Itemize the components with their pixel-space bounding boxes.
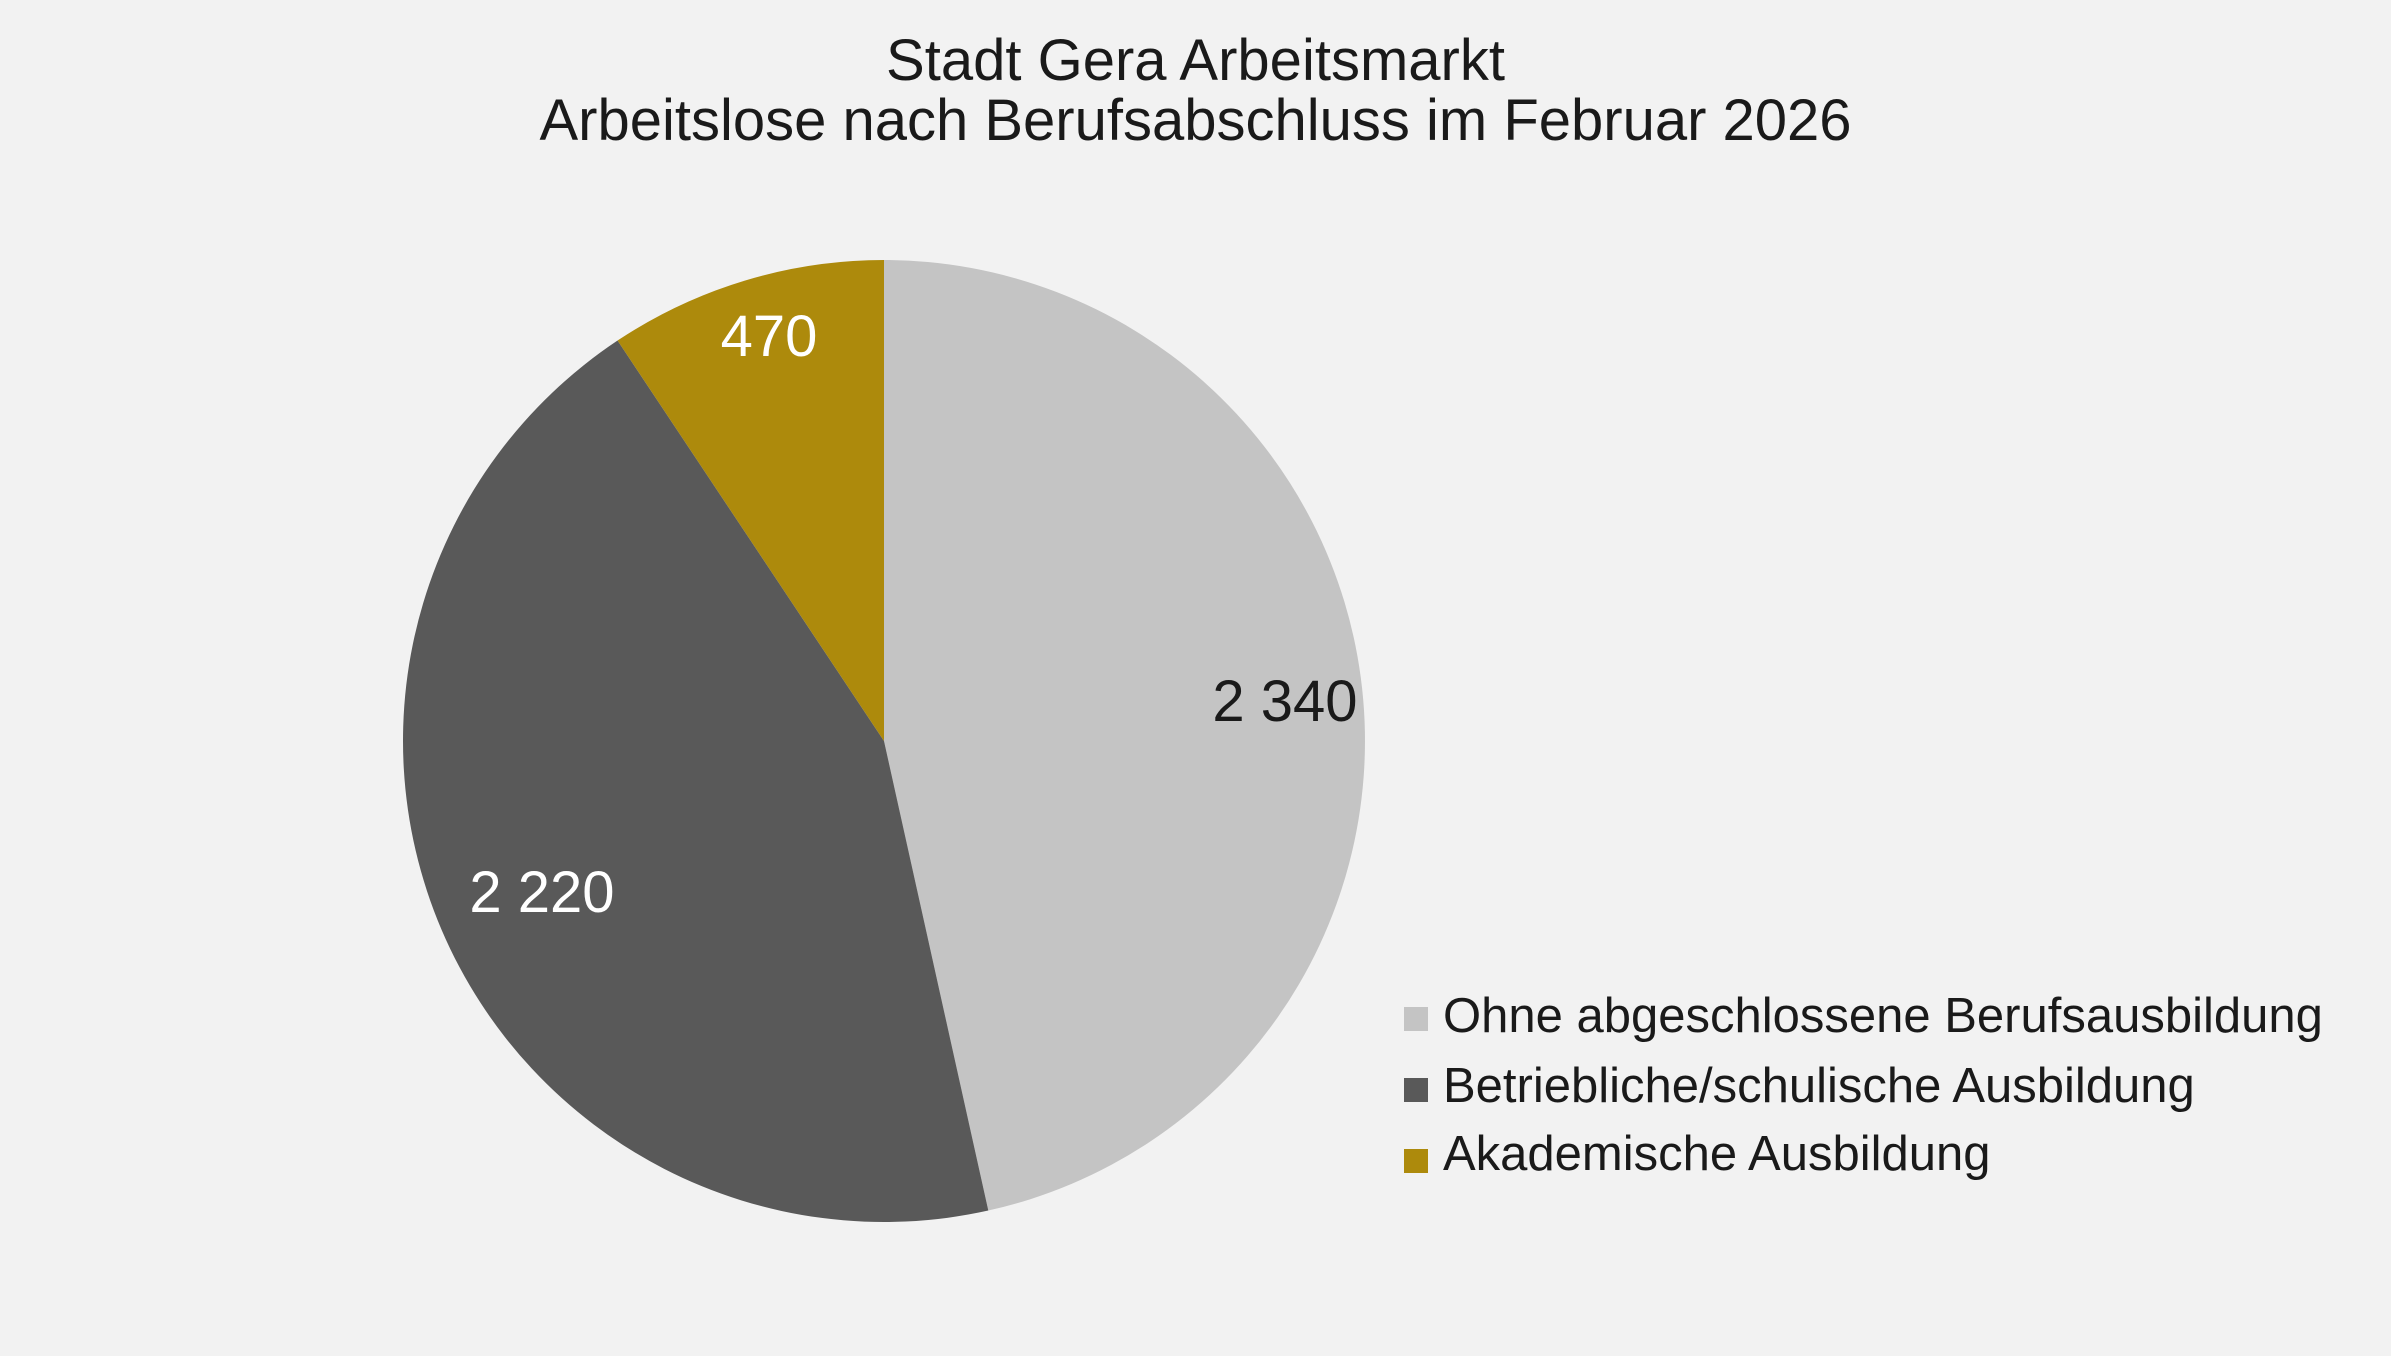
svg-text:2 340: 2 340 (1212, 669, 1357, 734)
svg-text:2 220: 2 220 (469, 860, 614, 925)
svg-text:470: 470 (721, 304, 818, 369)
